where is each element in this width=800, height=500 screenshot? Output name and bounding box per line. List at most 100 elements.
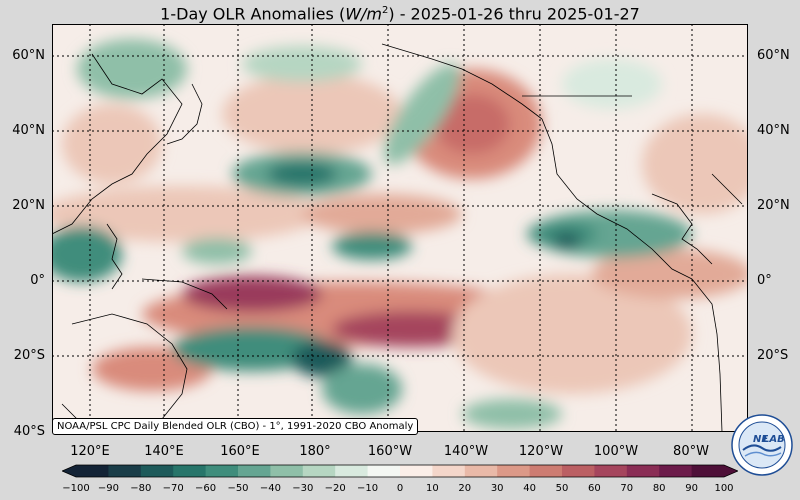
positive-anomaly bbox=[452, 274, 692, 394]
negative-anomaly bbox=[462, 399, 562, 429]
positive-anomaly bbox=[642, 114, 748, 214]
colorbar-segment bbox=[562, 465, 595, 477]
coastline-japan bbox=[166, 83, 203, 145]
negative-anomaly bbox=[52, 226, 122, 282]
colorbar-tick-label: 40 bbox=[523, 483, 536, 494]
colorbar-tick-label: −10 bbox=[357, 483, 379, 494]
colorbar-segment bbox=[464, 465, 498, 477]
colorbar-segment bbox=[302, 465, 336, 477]
positive-anomaly bbox=[434, 94, 510, 154]
lon-label-100w: 100°W bbox=[593, 444, 639, 459]
colorbar-min-extend bbox=[62, 465, 76, 477]
colorbar-tick-label: −70 bbox=[162, 483, 184, 494]
coastline-north-america bbox=[541, 118, 693, 280]
colorbar-max-extend bbox=[724, 465, 738, 477]
colorbar-tick-label: 0 bbox=[396, 483, 404, 494]
colorbar-tick-label: 30 bbox=[490, 483, 504, 494]
colorbar-segment bbox=[108, 465, 142, 477]
colorbar-segment bbox=[400, 465, 433, 477]
negative-anomaly bbox=[77, 39, 187, 99]
colorbar-segment bbox=[76, 465, 109, 477]
negative-anomaly bbox=[292, 341, 352, 377]
lon-label-80w: 80°W bbox=[673, 444, 709, 459]
colorbar-tick-label: −80 bbox=[130, 483, 152, 494]
colorbar-tick-label: 90 bbox=[685, 483, 698, 494]
logo-text-top: NE bbox=[753, 434, 768, 445]
colorbar-tick-label: 10 bbox=[426, 483, 439, 494]
colorbar-tick-label: −20 bbox=[324, 483, 346, 494]
positive-anomaly bbox=[302, 194, 462, 234]
colorbar-segment bbox=[626, 465, 660, 477]
colorbar-segment bbox=[238, 465, 271, 477]
colorbar-tick-label: 70 bbox=[620, 483, 634, 494]
lat-label-40s: 40°S bbox=[13, 424, 45, 439]
colorbar-segment bbox=[173, 465, 207, 477]
lat-label-40n: 40°N bbox=[12, 123, 45, 138]
lon-label-180: 180° bbox=[299, 444, 331, 459]
negative-anomaly bbox=[562, 59, 662, 109]
lat-label-0-right: 0° bbox=[757, 273, 772, 288]
negative-anomaly bbox=[383, 63, 461, 165]
negative-anomaly bbox=[332, 232, 412, 260]
colorbar-tick-label: 60 bbox=[588, 483, 601, 494]
lon-label-140e: 140°E bbox=[144, 444, 184, 459]
colorbar bbox=[62, 464, 738, 478]
gridlines bbox=[52, 24, 748, 432]
colorbar-tick-label: −30 bbox=[292, 483, 314, 494]
lat-label-60n: 60°N bbox=[12, 48, 45, 63]
colorbar-tick-label: 100 bbox=[714, 483, 734, 494]
colorbar-segment bbox=[529, 465, 563, 477]
lat-label-20s-right: 20°S bbox=[757, 348, 789, 363]
map-title: 1-Day OLR Anomalies (W/m2) - 2025-01-26 … bbox=[160, 4, 640, 24]
negative-anomaly bbox=[182, 238, 252, 264]
colorbar-segment bbox=[432, 465, 466, 477]
lat-label-20s: 20°S bbox=[13, 348, 45, 363]
negative-anomaly bbox=[553, 233, 581, 249]
colorbar-tick-label: −90 bbox=[97, 483, 119, 494]
colorbar-segment bbox=[659, 465, 693, 477]
negative-anomaly bbox=[322, 364, 402, 414]
negative-anomaly bbox=[172, 327, 332, 371]
source-note: NOAA/PSL CPC Daily Blended OLR (CBO) - 1… bbox=[52, 418, 419, 435]
noaa-psl-logo-icon: NE LAB bbox=[731, 414, 793, 476]
lat-label-60n-right: 60°N bbox=[757, 48, 790, 63]
coastline-philippines bbox=[106, 223, 123, 290]
positive-anomaly bbox=[332, 311, 492, 347]
colorbar-tick-label: 50 bbox=[555, 483, 569, 494]
coastline-florida bbox=[711, 173, 743, 205]
positive-anomaly bbox=[52, 186, 322, 242]
colorbar-outline bbox=[62, 464, 738, 478]
lon-label-140w: 140°W bbox=[443, 444, 489, 459]
colorbar-segment bbox=[205, 465, 239, 477]
colorbar-segment bbox=[691, 465, 725, 477]
lat-label-20n-right: 20°N bbox=[757, 198, 790, 213]
colorbar-tick-label: 80 bbox=[652, 483, 666, 494]
lon-label-120w: 120°W bbox=[518, 444, 564, 459]
lat-label-20n: 20°N bbox=[12, 198, 45, 213]
negative-anomaly bbox=[242, 46, 362, 82]
colorbar-tick-label: −40 bbox=[259, 483, 281, 494]
coastline-gulf bbox=[651, 193, 713, 265]
colorbar-segment bbox=[594, 465, 628, 477]
colorbar-tick-label: −60 bbox=[195, 483, 217, 494]
lon-label-160w: 160°W bbox=[367, 444, 413, 459]
logo-text-bottom: LAB bbox=[763, 434, 785, 445]
positive-anomaly bbox=[182, 276, 322, 312]
colorbar-segment bbox=[140, 465, 174, 477]
colorbar-segment bbox=[367, 465, 401, 477]
coastline-asia bbox=[52, 53, 183, 235]
lon-label-160e: 160°E bbox=[220, 444, 260, 459]
colorbar-segment bbox=[270, 465, 304, 477]
olr-anomaly-map bbox=[52, 24, 748, 432]
lat-label-0: 0° bbox=[30, 273, 45, 288]
colorbar-segment bbox=[497, 465, 531, 477]
colorbar-tick-label: −100 bbox=[62, 483, 90, 494]
colorbar-tick-label: −50 bbox=[227, 483, 249, 494]
colorbar-tick-label: 20 bbox=[458, 483, 472, 494]
lon-label-120e: 120°E bbox=[70, 444, 110, 459]
positive-anomaly bbox=[62, 104, 162, 184]
colorbar-segment bbox=[335, 465, 369, 477]
negative-anomaly bbox=[267, 162, 337, 186]
lat-label-40n-right: 40°N bbox=[757, 123, 790, 138]
coastline-south-america bbox=[691, 278, 723, 432]
